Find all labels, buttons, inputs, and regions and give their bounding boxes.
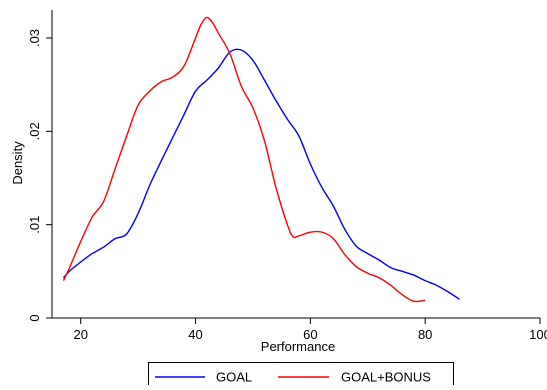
y-tick-label: .02	[27, 122, 42, 140]
x-tick-label: 40	[188, 327, 202, 342]
x-tick-label: 80	[418, 327, 432, 342]
legend-label-goal-bonus: GOAL+BONUS	[341, 370, 431, 385]
y-axis-title: Density	[10, 141, 25, 185]
x-tick-label: 60	[303, 327, 317, 342]
legend: GOAL GOAL+BONUS	[148, 362, 454, 390]
x-axis-title: Performance	[261, 339, 335, 354]
y-tick-label: 0	[27, 314, 42, 321]
y-tick-label: .03	[27, 29, 42, 47]
axes-layer: 20 40 60 80 100 0 .01 .02 .03	[27, 10, 547, 342]
x-tick-label: 100	[529, 327, 547, 342]
x-tick-label: 20	[73, 327, 87, 342]
series-line-goal	[62, 48, 461, 300]
series-layer	[62, 16, 461, 303]
legend-label-goal: GOAL	[216, 370, 252, 385]
series-line-goal-bonus	[62, 16, 426, 303]
y-tick-label: .01	[27, 216, 42, 234]
